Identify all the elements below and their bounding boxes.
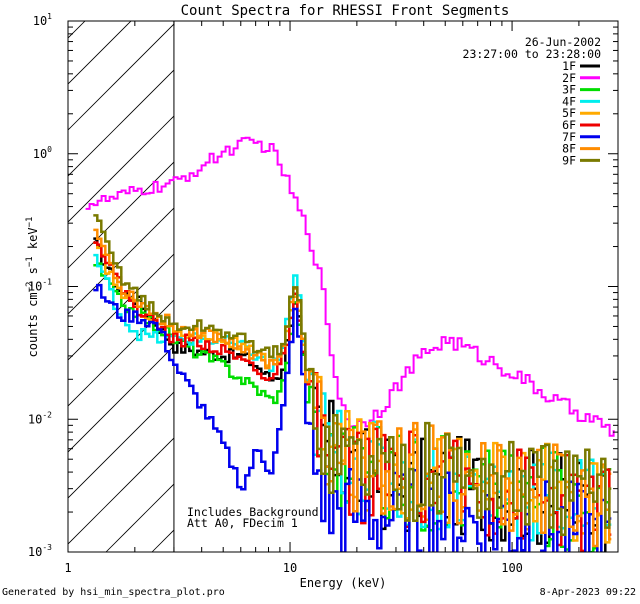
hatch-line xyxy=(68,115,174,223)
hatched-region xyxy=(68,21,174,552)
footer-generated-by: Generated by hsi_min_spectra_plot.pro xyxy=(2,587,225,598)
legend-label-8f: 8F xyxy=(562,142,576,156)
series-line-9f xyxy=(93,214,612,537)
legend-label-9f: 9F xyxy=(562,153,576,167)
legend-date: 26-Jun-2002 xyxy=(525,35,601,49)
legend-label-1f: 1F xyxy=(562,59,576,73)
x-axis-label: Energy (keV) xyxy=(300,576,387,590)
y-tick-label: 10-3 xyxy=(28,543,52,559)
y-tick-label: 10-2 xyxy=(28,410,52,426)
chart-title: Count Spectra for RHESSI Front Segments xyxy=(181,3,510,19)
annotation-attenuator: Att A0, FDecim 1 xyxy=(187,516,298,530)
hatch-line xyxy=(68,69,174,177)
x-tick-label: 10 xyxy=(283,561,297,575)
x-tick-label: 100 xyxy=(501,561,523,575)
legend-label-2f: 2F xyxy=(562,71,576,85)
legend-label-3f: 3F xyxy=(562,83,576,97)
y-tick-label: 10-1 xyxy=(28,278,52,294)
hatch-line xyxy=(68,23,174,131)
hatch-line xyxy=(68,391,174,499)
axis-ticks: 1 10 100 10-3 10-2 10-1 100 101 xyxy=(28,12,619,575)
y-axis-label: counts cm−2 s−1 keV−1 xyxy=(25,217,40,358)
legend-label-7f: 7F xyxy=(562,130,576,144)
x-tick-label: 1 xyxy=(64,561,71,575)
hatch-line xyxy=(68,253,174,361)
hatch-line xyxy=(68,437,174,545)
annotation-background: Includes Background xyxy=(187,505,319,519)
y-tick-label: 100 xyxy=(33,145,52,161)
y-tick-label: 101 xyxy=(33,12,52,28)
legend-label-4f: 4F xyxy=(562,94,576,108)
hatch-line xyxy=(68,21,132,85)
legend-label-6f: 6F xyxy=(562,118,576,132)
footer-date-time: 8-Apr-2023 09:22 xyxy=(540,587,636,598)
series-group xyxy=(85,136,615,552)
legend-label-5f: 5F xyxy=(562,106,576,120)
legend-time-range: 23:27:00 to 23:28:00 xyxy=(463,47,602,61)
series-line-2f xyxy=(85,136,615,437)
plot-frame xyxy=(67,20,619,553)
